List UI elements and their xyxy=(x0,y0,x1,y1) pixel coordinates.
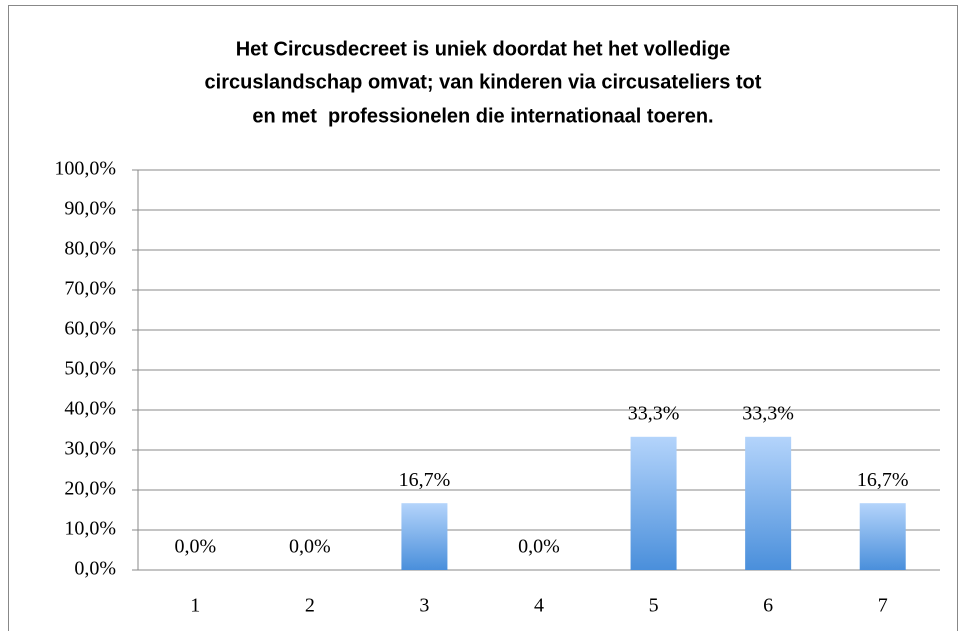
y-tick-label: 100,0% xyxy=(54,158,116,180)
data-label: 33,3% xyxy=(628,402,680,424)
data-label: 33,3% xyxy=(742,402,794,424)
x-tick-label: 3 xyxy=(419,595,429,617)
bar xyxy=(401,503,448,570)
x-tick-label: 1 xyxy=(190,595,200,617)
chart-title: en met professionelen die internationaal… xyxy=(252,105,713,127)
data-label: 0,0% xyxy=(518,536,560,558)
data-label: 16,7% xyxy=(399,469,451,491)
y-tick-label: 20,0% xyxy=(64,478,116,500)
bar xyxy=(859,503,906,570)
y-tick-label: 0,0% xyxy=(74,558,116,580)
y-tick-label: 10,0% xyxy=(64,518,116,540)
y-tick-label: 90,0% xyxy=(64,198,116,220)
x-tick-label: 2 xyxy=(305,595,315,617)
chart-title: Het Circusdecreet is uniek doordat het h… xyxy=(236,38,731,60)
y-tick-label: 80,0% xyxy=(64,238,116,260)
y-tick-label: 40,0% xyxy=(64,398,116,420)
x-tick-label: 7 xyxy=(878,595,888,617)
y-tick-label: 30,0% xyxy=(64,438,116,460)
data-label: 0,0% xyxy=(289,536,331,558)
y-tick-label: 50,0% xyxy=(64,358,116,380)
y-tick-label: 60,0% xyxy=(64,318,116,340)
x-tick-label: 6 xyxy=(763,595,773,617)
bar xyxy=(630,436,677,570)
data-label: 0,0% xyxy=(174,536,216,558)
data-label: 16,7% xyxy=(857,469,909,491)
x-tick-label: 5 xyxy=(649,595,659,617)
chart-title: circuslandschap omvat; van kinderen via … xyxy=(205,71,762,93)
bar xyxy=(745,436,792,570)
chart-border xyxy=(8,5,958,631)
y-tick-label: 70,0% xyxy=(64,278,116,300)
x-tick-label: 4 xyxy=(534,595,544,617)
